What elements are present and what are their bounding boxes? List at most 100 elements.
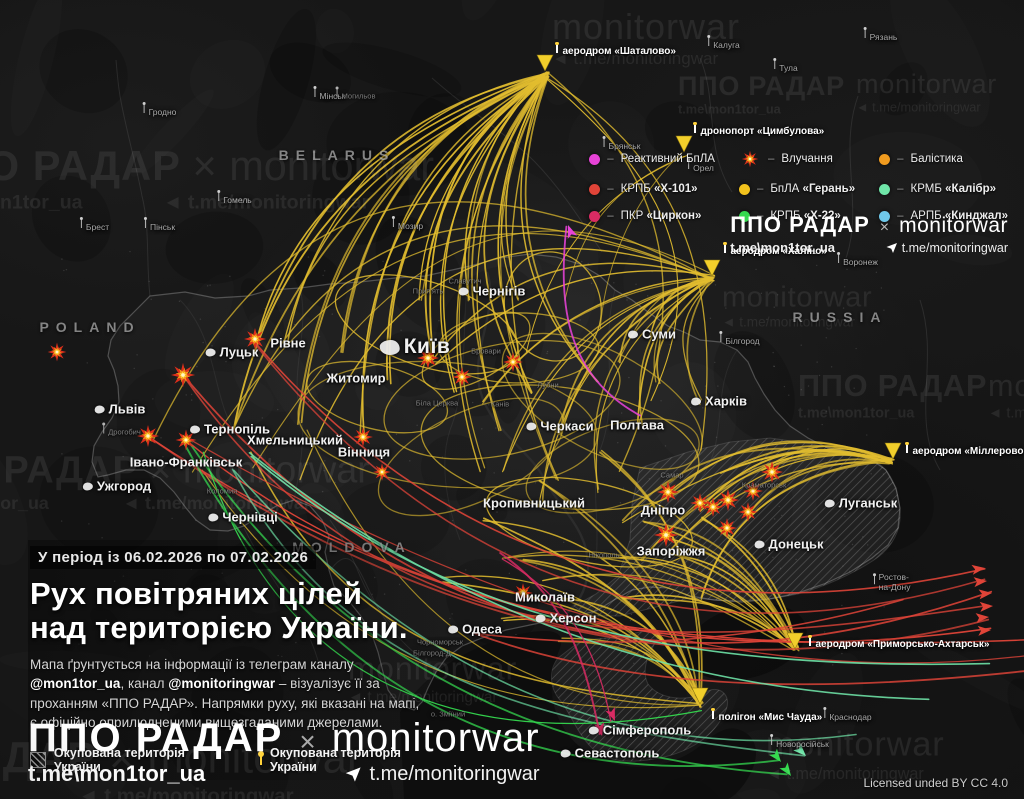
city-label: Нікополь	[589, 551, 620, 560]
city-name: Лубни	[537, 380, 559, 390]
city-name: Миколаїв	[515, 589, 575, 605]
city-name: Воронеж	[843, 257, 878, 267]
city-area-icon	[190, 425, 201, 433]
occupied-legend-row: Окупована територія України Окупована те…	[30, 746, 450, 774]
city-label: Гомель	[217, 190, 252, 205]
city-name: Київ	[403, 335, 451, 358]
airfield-label: аеродром «Міллерово»	[905, 441, 1024, 457]
city-label: Краснодар	[823, 707, 872, 722]
city-name: Калуга	[713, 40, 740, 50]
city-area-icon	[560, 749, 571, 757]
legend-color-dot-icon	[589, 183, 601, 195]
airfield-name: дронопорт «Цимбулова»	[700, 126, 825, 137]
city-name: Прип'ять	[412, 286, 444, 296]
airfield-flag-icon	[703, 259, 721, 277]
city-label: Харків	[691, 394, 747, 409]
city-label: Орел	[687, 158, 714, 173]
city-area-icon	[526, 422, 537, 430]
city-name: Вінниця	[337, 444, 391, 460]
city-name: Львів	[108, 401, 146, 417]
legend-label: АРПБ «Кинджал»	[910, 210, 1008, 222]
city-name: Канів	[490, 399, 510, 409]
telegram-handle-monitoringwar: t.me/monitoringwar	[886, 241, 1008, 255]
city-label: Ростов-на-Дону	[873, 572, 920, 593]
map-title: Рух повітряних цілей над територією Укра…	[30, 576, 450, 646]
city-name: Житомир	[326, 370, 386, 386]
legend-dash: –	[607, 183, 614, 195]
explosion-legend-icon	[741, 150, 759, 168]
city-label: Сімферополь	[588, 722, 692, 738]
legend-label: Реактивний БпЛА	[620, 153, 715, 165]
city-name: Новоросійськ	[776, 739, 829, 749]
legend-color-dot-icon	[879, 210, 891, 222]
title-line-1: Рух повітряних цілей	[30, 576, 363, 611]
city-name: Бровари	[471, 346, 501, 356]
city-label: Київ	[379, 335, 451, 359]
city-name: Ростов-на-Дону	[878, 572, 911, 592]
city-label: Дніпро	[641, 503, 685, 518]
city-name: Ужгород	[96, 478, 152, 494]
cross-separator: ×	[879, 219, 890, 236]
telegram-icon	[886, 242, 897, 253]
city-name: Івано-Франківськ	[129, 454, 243, 470]
map-pin-icon	[79, 217, 83, 228]
city-label: Самар	[660, 471, 683, 480]
city-label: Пінськ	[143, 217, 176, 232]
city-label: Івано-Франківськ	[130, 455, 242, 470]
city-name: Дніпро	[640, 502, 686, 518]
city-name: Чернівці	[222, 509, 278, 525]
airfield-label: дронопорт «Цимбулова»	[693, 121, 825, 137]
occupied-territory-legend-pin: Окупована територія України	[257, 746, 450, 774]
legend-item: – ПКР «Циркон»	[589, 210, 715, 222]
map-pin-icon	[863, 27, 867, 38]
city-name: Херсон	[549, 610, 597, 626]
city-name: Брест	[85, 222, 110, 232]
city-name: Сімферополь	[602, 722, 692, 738]
airfield-flag-icon	[884, 442, 902, 460]
city-name: Полтава	[610, 417, 664, 433]
city-area-icon	[208, 513, 219, 521]
city-label: Рівне	[270, 336, 305, 351]
city-name: Гомель	[223, 195, 252, 205]
legend-item: – АРПБ «Кинджал»	[879, 210, 1008, 222]
brand-ppo-radar: ППО РАДАР	[730, 212, 870, 237]
city-name: Орел	[693, 163, 714, 173]
city-label: Севастополь	[560, 746, 659, 761]
map-pin-icon	[823, 707, 827, 718]
legend-dash: –	[756, 210, 764, 222]
city-name: Харків	[705, 393, 747, 409]
telegram-handle-mon1tor: t.me\mon1tor_ua	[28, 761, 206, 786]
title-line-2: над територією України.	[30, 610, 408, 646]
airfield-label: аеродром «Халіно»	[723, 241, 827, 257]
city-label: Славутич	[448, 277, 481, 286]
map-pin-icon	[217, 190, 221, 201]
city-label: Бровари	[471, 347, 501, 356]
city-label: Кропивницький	[483, 496, 585, 511]
city-name: Білгород	[725, 336, 760, 346]
airfield-name: аеродром «Міллерово»	[912, 446, 1024, 457]
city-label: Коломия	[207, 487, 237, 496]
city-name: Мінськ	[319, 91, 346, 101]
legend-color-dot-icon	[589, 153, 601, 165]
city-name: Чернігів	[472, 283, 526, 299]
city-name: Мозир	[397, 221, 424, 231]
legend-color-dot-icon	[879, 153, 891, 165]
brand-monitorwar: monitorwar	[331, 716, 540, 760]
legend-dash: –	[897, 210, 904, 222]
city-name: Дрогобич	[108, 427, 141, 437]
branding-bottom-left: ППО РАДАР × monitorwar t.me\mon1tor_ua t…	[28, 716, 540, 787]
city-name: Кропивницький	[483, 495, 585, 511]
city-name: Гродно	[148, 107, 177, 117]
city-name: Тернопіль	[204, 421, 270, 437]
city-name: Славутич	[448, 276, 482, 286]
city-label: Калуга	[707, 35, 740, 50]
legend-label: КРПБ «Х-101»	[620, 183, 698, 195]
legend-color-dot-icon	[738, 183, 750, 195]
city-label: Тула	[773, 58, 798, 73]
legend-label: КРМБ «Калібр»	[910, 183, 997, 195]
city-name: Пінськ	[149, 222, 176, 232]
map-pin-icon	[391, 216, 395, 227]
legend-label: БпЛА «Герань»	[770, 183, 856, 195]
country-label: POLAND	[39, 319, 141, 335]
